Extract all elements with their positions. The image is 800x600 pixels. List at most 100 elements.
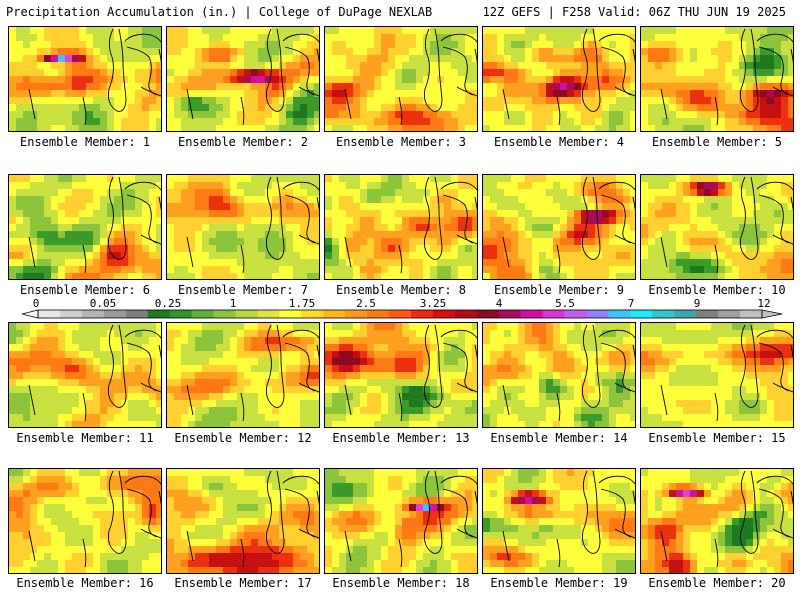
precip-cell bbox=[325, 344, 333, 352]
precip-cell bbox=[423, 69, 431, 77]
precip-cell bbox=[279, 414, 287, 422]
precip-cell bbox=[135, 175, 143, 183]
precip-cell bbox=[360, 245, 368, 253]
precip-cell bbox=[430, 400, 438, 408]
precip-cell bbox=[279, 189, 287, 197]
precip-cell bbox=[107, 365, 115, 373]
precip-cell bbox=[181, 41, 189, 49]
precip-cell bbox=[30, 118, 38, 126]
precip-cell bbox=[416, 245, 424, 253]
precip-cell bbox=[602, 111, 610, 119]
precip-cell bbox=[704, 210, 712, 218]
precip-cell bbox=[279, 393, 287, 401]
precip-cell bbox=[374, 125, 382, 131]
precip-cell bbox=[574, 372, 582, 380]
precip-cell bbox=[244, 344, 252, 352]
precip-cell bbox=[265, 111, 273, 119]
precip-cell bbox=[430, 330, 438, 338]
precip-cell bbox=[128, 337, 136, 345]
precip-cell bbox=[616, 393, 624, 401]
precip-cell bbox=[409, 175, 417, 183]
precip-cell bbox=[223, 266, 231, 274]
precip-cell bbox=[339, 365, 347, 373]
precip-cell bbox=[539, 48, 547, 56]
precip-cell bbox=[581, 41, 589, 49]
precip-cell bbox=[465, 118, 473, 126]
precip-cell bbox=[216, 245, 224, 253]
precip-cell bbox=[23, 344, 31, 352]
precip-cell bbox=[293, 266, 301, 274]
precip-cell bbox=[16, 217, 24, 225]
precip-cell bbox=[332, 118, 340, 126]
precip-cell bbox=[546, 104, 554, 112]
precip-cell bbox=[195, 344, 203, 352]
precip-cell bbox=[9, 111, 17, 119]
precip-cell bbox=[360, 182, 368, 190]
precip-cell bbox=[23, 393, 31, 401]
precip-cell bbox=[739, 83, 747, 91]
precip-cell bbox=[44, 217, 52, 225]
precip-cell bbox=[560, 365, 568, 373]
precip-cell bbox=[423, 97, 431, 105]
precip-cell bbox=[504, 224, 512, 232]
precip-cell bbox=[135, 266, 143, 274]
precip-cell bbox=[149, 203, 157, 211]
precip-cell bbox=[300, 62, 308, 70]
precip-cell bbox=[279, 224, 287, 232]
precip-cell bbox=[788, 27, 793, 35]
precip-cell bbox=[697, 118, 705, 126]
precip-cell bbox=[525, 69, 533, 77]
precip-cell bbox=[23, 400, 31, 408]
precip-cell bbox=[174, 41, 182, 49]
precip-cell bbox=[93, 344, 101, 352]
precip-cell bbox=[307, 182, 315, 190]
precip-cell bbox=[237, 400, 245, 408]
precip-cell bbox=[781, 224, 789, 232]
precip-cell bbox=[195, 372, 203, 380]
precip-cell bbox=[616, 34, 624, 42]
precip-cell bbox=[265, 393, 273, 401]
precip-cell bbox=[444, 189, 452, 197]
precip-cell bbox=[683, 273, 691, 279]
precip-cell bbox=[690, 27, 698, 35]
precip-cell bbox=[539, 259, 547, 267]
precip-cell bbox=[381, 203, 389, 211]
precip-cell bbox=[202, 358, 210, 366]
precip-cell bbox=[16, 421, 24, 427]
precip-cell bbox=[497, 238, 505, 246]
precip-cell bbox=[704, 125, 712, 131]
precip-cell bbox=[395, 55, 403, 63]
precip-cell bbox=[388, 266, 396, 274]
precip-cell bbox=[44, 27, 52, 35]
precip-cell bbox=[181, 189, 189, 197]
precip-cell bbox=[753, 273, 761, 279]
precip-cell bbox=[195, 238, 203, 246]
precip-cell bbox=[581, 104, 589, 112]
precip-cell bbox=[44, 189, 52, 197]
precip-cell bbox=[93, 55, 101, 63]
precip-cell bbox=[272, 372, 280, 380]
precip-cell bbox=[718, 104, 726, 112]
precip-cell bbox=[300, 259, 308, 267]
precip-cell bbox=[325, 351, 333, 359]
precip-cell bbox=[732, 182, 740, 190]
precip-cell bbox=[114, 175, 122, 183]
precip-cell bbox=[37, 358, 45, 366]
precip-cell bbox=[16, 34, 24, 42]
precip-cell bbox=[181, 55, 189, 63]
precip-cell bbox=[532, 34, 540, 42]
precip-cell bbox=[258, 323, 266, 331]
precip-cell bbox=[374, 238, 382, 246]
precip-cell bbox=[128, 372, 136, 380]
precip-cell bbox=[381, 224, 389, 232]
precip-cell bbox=[353, 323, 361, 331]
precip-cell bbox=[100, 266, 108, 274]
precip-cell bbox=[216, 125, 224, 131]
precip-cell bbox=[518, 231, 526, 239]
precip-cell bbox=[314, 393, 319, 401]
precip-cell bbox=[781, 83, 789, 91]
precip-cell bbox=[188, 210, 196, 218]
precip-cell bbox=[760, 266, 768, 274]
precip-cell bbox=[23, 365, 31, 373]
precip-cell bbox=[121, 62, 129, 70]
